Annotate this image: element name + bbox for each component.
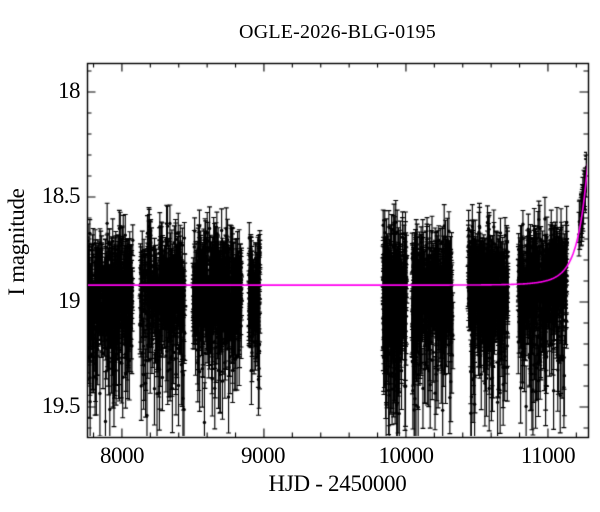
y-tick-label-19: 19 bbox=[58, 288, 81, 313]
x-tick-label-9000: 9000 bbox=[241, 443, 286, 468]
x-axis-label: HJD - 2450000 bbox=[268, 471, 407, 496]
x-tick-label-8000: 8000 bbox=[100, 443, 145, 468]
x-tick-label-10000: 10000 bbox=[378, 443, 435, 468]
chart-title: OGLE-2026-BLG-0195 bbox=[239, 21, 436, 43]
y-tick-label-19-5: 19.5 bbox=[41, 393, 81, 418]
y-tick-label-18-5: 18.5 bbox=[41, 183, 81, 208]
x-tick-label-11000: 11000 bbox=[520, 443, 576, 468]
y-tick-label-18: 18 bbox=[58, 78, 81, 103]
